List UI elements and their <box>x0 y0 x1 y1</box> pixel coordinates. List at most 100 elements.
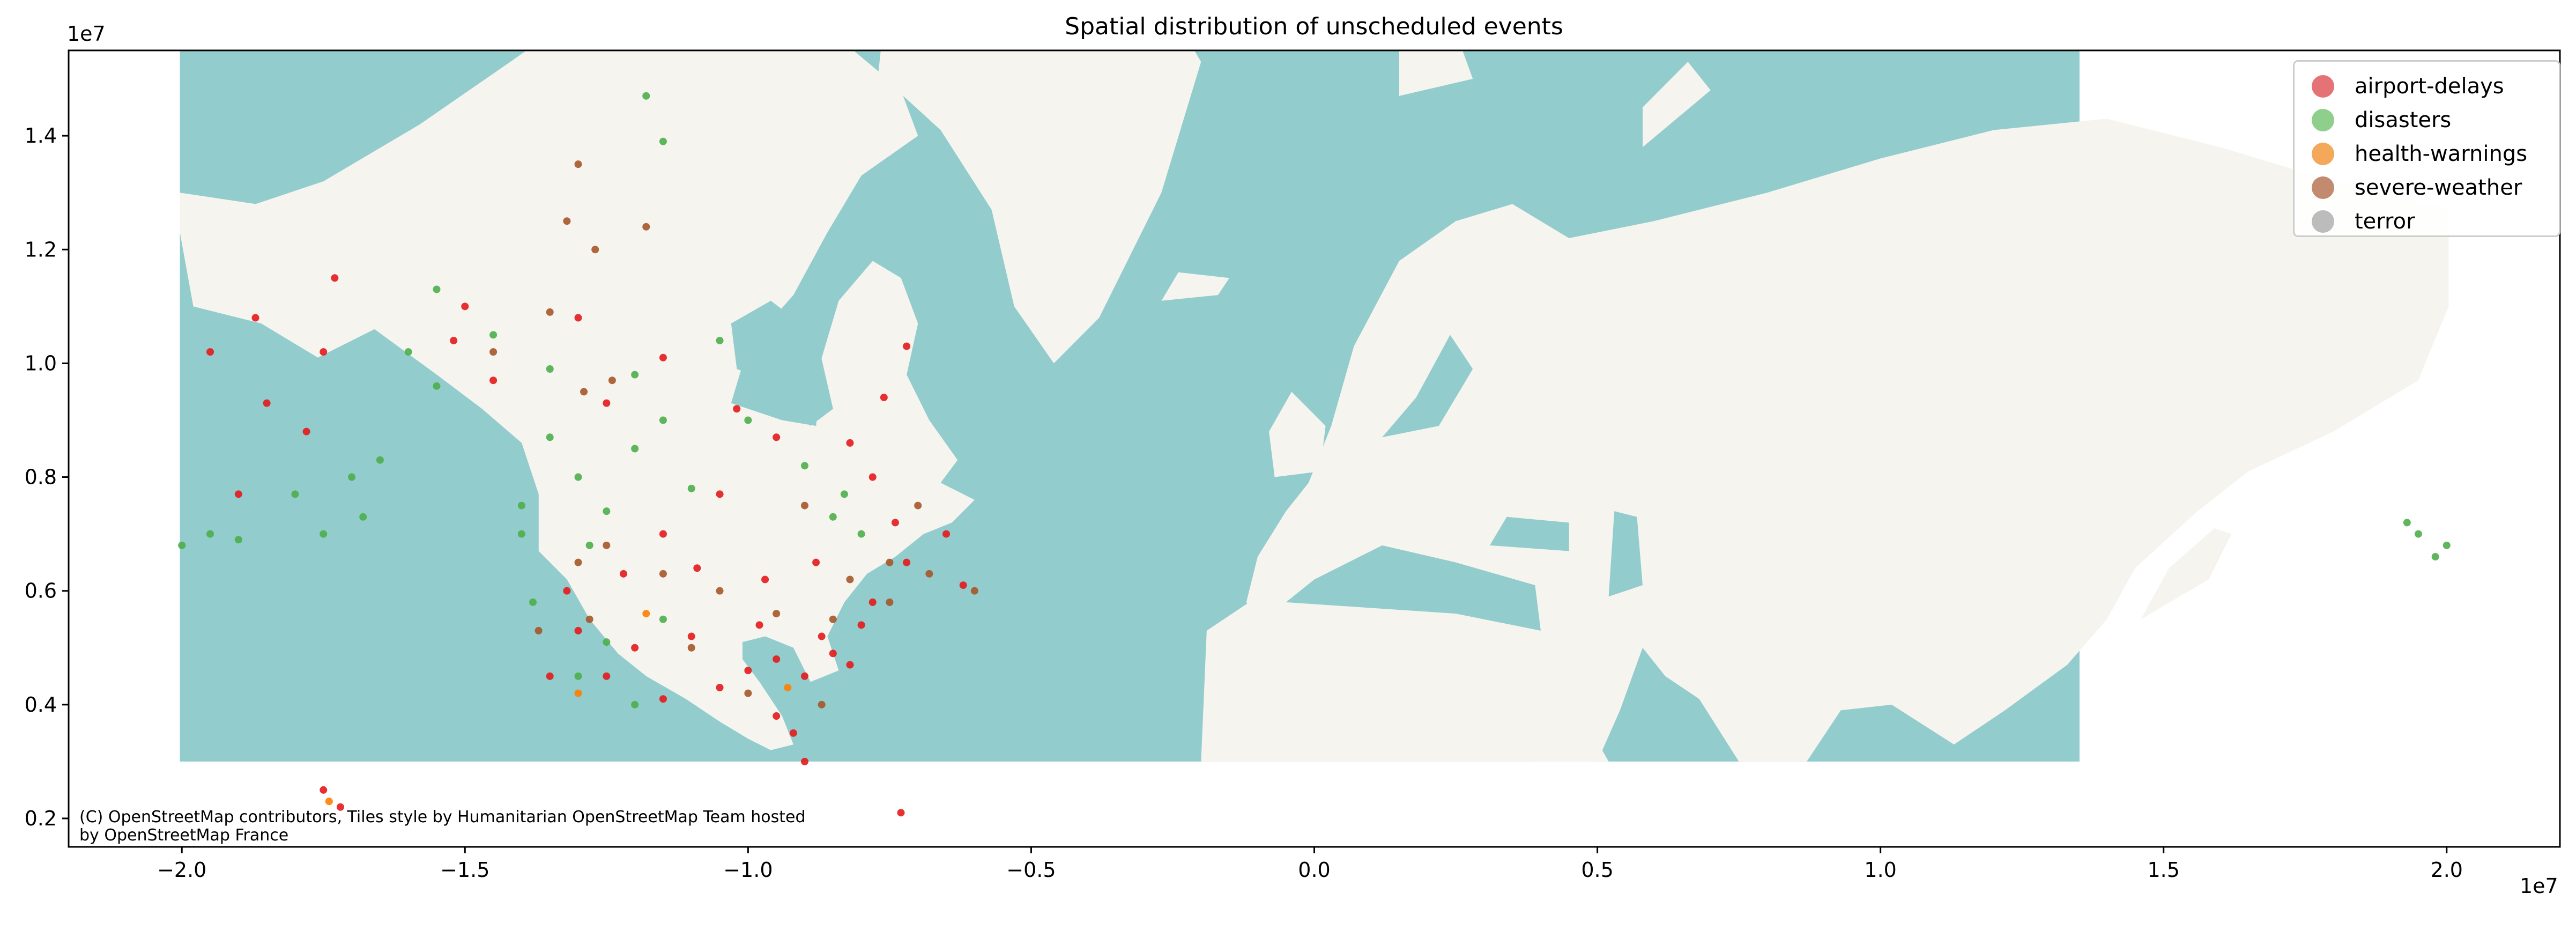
legend-item-severe-weather: severe-weather <box>2295 171 2559 204</box>
baltic-water <box>1382 335 1473 438</box>
event-point-airport-delays <box>761 575 769 584</box>
event-point-airport-delays <box>320 786 328 794</box>
event-point-airport-delays <box>903 558 911 566</box>
x-tick-label: 1.0 <box>1864 858 1896 882</box>
y-tick-label: 0.6 <box>25 579 57 603</box>
event-point-airport-delays <box>574 626 582 634</box>
event-point-airport-delays <box>603 399 611 407</box>
event-point-airport-delays <box>903 342 911 350</box>
event-point-disasters <box>659 137 667 145</box>
y-axis: 0.2 0.4 0.6 0.8 1.0 1.2 1.4 <box>25 124 69 830</box>
event-point-airport-delays <box>812 558 820 566</box>
event-point-severe-weather <box>585 615 593 623</box>
greenland-land <box>878 50 1201 364</box>
event-point-airport-delays <box>563 587 571 595</box>
chart-title: Spatial distribution of unscheduled even… <box>1065 13 1563 40</box>
event-point-airport-delays <box>659 353 667 361</box>
event-point-severe-weather <box>534 626 543 634</box>
hudson-bay-water <box>731 300 833 426</box>
event-point-disasters <box>687 484 695 492</box>
x-tick-label: −2.0 <box>157 858 206 882</box>
novaya-zemlya-land <box>1642 62 1711 147</box>
event-point-airport-delays <box>846 439 854 447</box>
event-point-severe-weather <box>574 558 582 566</box>
event-point-airport-delays <box>320 348 328 356</box>
event-point-disasters <box>489 331 498 339</box>
event-point-airport-delays <box>897 809 905 817</box>
event-point-disasters <box>517 530 525 538</box>
y-tick-label: 1.2 <box>25 238 57 261</box>
north-america-land <box>180 50 975 750</box>
uk-land <box>1269 392 1326 477</box>
event-point-airport-delays <box>687 632 695 640</box>
event-point-disasters <box>529 598 537 606</box>
x-tick-label: −0.5 <box>1006 858 1056 882</box>
legend-marker <box>2312 75 2334 98</box>
event-point-airport-delays <box>733 405 741 413</box>
event-point-airport-delays <box>942 530 951 538</box>
event-point-severe-weather <box>716 587 724 595</box>
event-point-severe-weather <box>818 700 826 708</box>
y-tick-label: 0.8 <box>25 466 57 489</box>
event-point-airport-delays <box>461 302 469 311</box>
legend-label: severe-weather <box>2355 175 2522 200</box>
event-point-health-warnings <box>574 689 582 697</box>
event-point-severe-weather <box>829 615 837 623</box>
event-point-severe-weather <box>563 217 571 225</box>
event-point-airport-delays <box>846 661 854 669</box>
event-point-disasters <box>2431 553 2439 561</box>
event-point-airport-delays <box>631 644 639 652</box>
event-point-severe-weather <box>608 377 616 385</box>
legend-item-airport-delays: airport-delays <box>2295 69 2559 103</box>
event-point-disasters <box>234 536 242 544</box>
event-point-disasters <box>716 336 724 344</box>
event-point-airport-delays <box>800 672 808 680</box>
event-point-severe-weather <box>846 575 854 584</box>
event-point-health-warnings <box>325 798 333 806</box>
event-point-disasters <box>744 416 752 424</box>
event-point-disasters <box>585 541 593 549</box>
x-offset-label: 1e7 <box>2520 874 2558 898</box>
event-point-severe-weather <box>914 501 922 510</box>
event-point-disasters <box>829 513 837 521</box>
event-point-airport-delays <box>800 757 808 765</box>
event-point-airport-delays <box>659 530 667 538</box>
event-point-airport-delays <box>251 314 259 322</box>
event-point-disasters <box>433 382 441 390</box>
event-point-severe-weather <box>580 388 588 396</box>
event-point-airport-delays <box>603 672 611 680</box>
event-point-disasters <box>840 490 848 498</box>
event-point-airport-delays <box>891 519 899 527</box>
event-point-disasters <box>206 530 214 538</box>
x-tick-label: −1.0 <box>723 858 773 882</box>
event-point-severe-weather <box>886 598 894 606</box>
event-point-airport-delays <box>263 399 271 407</box>
event-point-disasters <box>546 365 554 373</box>
map-area <box>69 50 2560 847</box>
event-point-health-warnings <box>642 610 650 618</box>
event-point-disasters <box>659 615 667 623</box>
event-point-airport-delays <box>773 655 781 663</box>
attribution-line-1: (C) OpenStreetMap contributors, Tiles st… <box>79 808 806 826</box>
event-point-disasters <box>800 462 808 470</box>
y-tick-label: 1.4 <box>25 124 57 147</box>
event-point-severe-weather <box>642 223 650 231</box>
event-point-severe-weather <box>546 308 554 316</box>
legend-label: terror <box>2355 209 2415 234</box>
eurasia-land <box>1246 119 2449 762</box>
event-point-airport-delays <box>857 621 865 629</box>
event-point-airport-delays <box>773 433 781 441</box>
event-point-airport-delays <box>868 473 877 481</box>
y-tick-label: 1.0 <box>25 351 57 375</box>
legend-marker <box>2312 210 2334 233</box>
event-point-disasters <box>178 541 186 549</box>
event-point-disasters <box>631 445 639 453</box>
event-point-disasters <box>574 672 582 680</box>
africa-land <box>1201 585 1609 762</box>
event-point-disasters <box>631 700 639 708</box>
x-tick-label: 2.0 <box>2431 858 2463 882</box>
x-tick-label: 0.0 <box>1298 858 1330 882</box>
event-point-disasters <box>2403 519 2411 527</box>
legend: airport-delays disasters health-warnings… <box>2293 60 2560 237</box>
event-point-disasters <box>433 285 441 293</box>
